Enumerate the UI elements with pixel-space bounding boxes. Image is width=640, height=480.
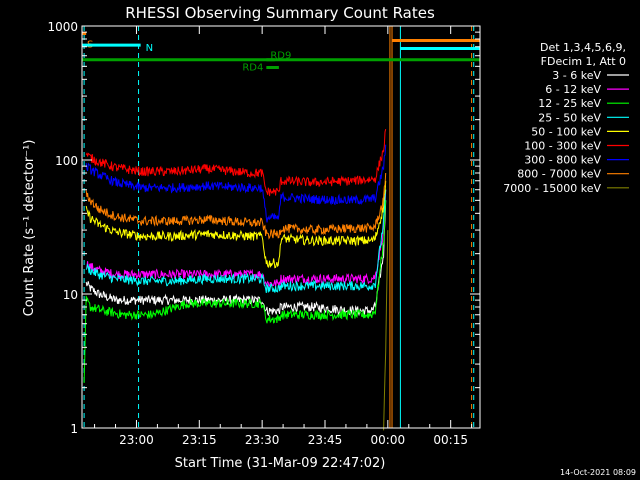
legend-entry-8: 7000 - 15000 keV (503, 182, 601, 195)
x-tick-label-1: 23:15 (182, 433, 217, 447)
flag-label-1: N (146, 43, 153, 54)
series-line-4 (85, 180, 387, 269)
series-line-5 (85, 128, 387, 197)
legend-entry-1: 6 - 12 keV (545, 83, 601, 96)
chart-title: RHESSI Observing Summary Count Rates (125, 4, 435, 22)
x-axis-label: Start Time (31-Mar-09 22:47:02) (175, 456, 386, 471)
legend-header-1: FDecim 1, Att 0 (541, 55, 626, 68)
x-tick-label-5: 00:15 (433, 433, 468, 447)
y-axis-label: Count Rate (s⁻¹ detector⁻¹) (22, 140, 37, 317)
legend-entry-3: 25 - 50 keV (538, 111, 601, 124)
series-line-7 (85, 172, 387, 240)
legend-entry-6: 300 - 800 keV (524, 154, 601, 167)
legend-entry-2: 12 - 25 keV (538, 97, 601, 110)
y-tick-label-3: 1000 (47, 20, 78, 34)
legend-entry-4: 50 - 100 keV (531, 125, 601, 138)
x-tick-label-0: 23:00 (119, 433, 154, 447)
y-tick-label-2: 100 (55, 154, 78, 168)
series-line-1 (86, 189, 387, 288)
footer-timestamp: 14-Oct-2021 08:09 (560, 468, 636, 477)
flag-label-4: RD4 (242, 63, 263, 74)
x-tick-label-3: 23:45 (308, 433, 343, 447)
series-line-6 (85, 144, 387, 223)
legend-entry-5: 100 - 300 keV (524, 140, 601, 153)
series-line-0 (85, 200, 387, 317)
plot-frame (81, 25, 481, 429)
flag-label-3: RD9 (270, 51, 291, 62)
y-tick-label-1: 10 (63, 288, 78, 302)
x-tick-label-2: 23:30 (245, 433, 280, 447)
series-line-2 (83, 200, 387, 384)
legend-header-0: Det 1,3,4,5,6,9, (540, 41, 626, 54)
series-line-3 (85, 189, 387, 293)
legend-entry-7: 800 - 7000 keV (517, 168, 601, 181)
y-tick-label-0: 1 (70, 422, 78, 436)
series-line-8 (383, 230, 389, 431)
legend-entry-0: 3 - 6 keV (552, 69, 601, 82)
x-tick-label-4: 00:00 (371, 433, 406, 447)
